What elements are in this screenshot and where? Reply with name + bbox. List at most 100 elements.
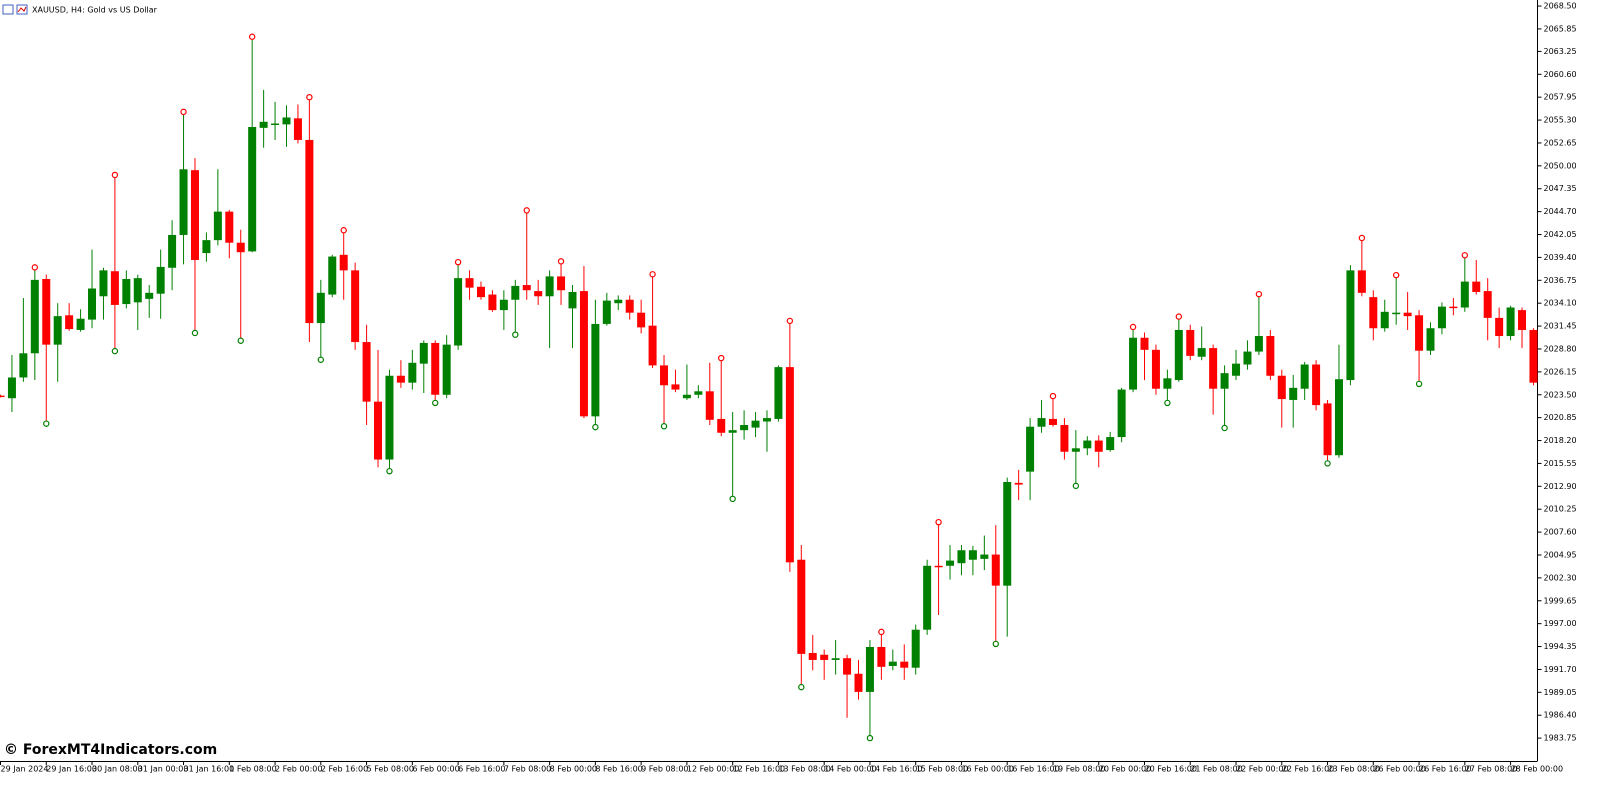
fractal-up [1255,290,1263,298]
candle-body [660,365,669,386]
candle-body [1151,349,1160,389]
fractal-up [1175,313,1183,320]
candle-body [1129,337,1138,390]
candle-body [1472,281,1481,292]
fractal-down [1415,380,1423,388]
candle-body [339,254,348,271]
icon [17,6,27,13]
x-tick-label: 26 Feb 00:00 [1373,765,1425,774]
fractal-down [1164,399,1171,407]
fractal-down [1221,424,1228,432]
candle-body [488,294,497,311]
candle-body [957,550,966,564]
candle-body [705,391,714,420]
fractal-down [43,420,50,427]
candle-body [694,391,703,395]
candle-body [1495,317,1504,337]
candle-body [865,646,874,692]
candle-body [1460,281,1469,308]
fractal-down [992,640,999,648]
candle-body [328,256,337,295]
candle-body [30,279,39,354]
candle-body [843,658,852,675]
y-tick-label: 2042.05 [1544,230,1577,239]
candle-body [1003,481,1012,586]
fractal-up [180,108,187,116]
x-tick-label: 16 Feb 16:00 [1007,765,1059,774]
candle-body [568,291,577,309]
candle-body [1026,426,1035,472]
chart-title: XAUUSD, H4: Gold vs US Dollar [32,6,158,15]
candle-body [785,367,794,563]
candle-body [522,285,531,291]
candle-body [1048,418,1057,425]
fractal-down [1072,482,1080,490]
x-tick-label: 23 Feb 08:00 [1328,765,1380,774]
candle-body [1197,348,1206,357]
x-tick-label: 22 Feb 00:00 [1236,765,1288,774]
fractal-up [31,264,39,271]
x-tick-label: 14 Feb 00:00 [824,765,876,774]
x-tick-label: 26 Feb 16:00 [1419,765,1471,774]
candle-body [1220,373,1229,389]
x-tick-label: 1 Feb 08:00 [229,765,276,774]
candle-body [968,550,977,560]
y-tick-label: 2050.00 [1544,161,1577,170]
x-tick-label: 15 Feb 08:00 [916,765,968,774]
candle-body [1312,364,1321,406]
y-tick-label: 1994.35 [1544,642,1577,651]
x-tick-label: 31 Jan 00:00 [138,765,189,774]
y-tick-label: 2031.45 [1544,322,1577,331]
fractal-up [1461,252,1469,259]
x-tick-label: 6 Feb 00:00 [412,765,459,774]
y-tick-label: 1983.75 [1544,734,1577,743]
candle-body [259,121,268,128]
candle-body [808,653,817,660]
candle-body [42,279,51,345]
candle-body [1117,389,1126,438]
y-tick-label: 1991.70 [1544,665,1577,674]
candle-body [637,312,646,328]
x-tick-label: 2 Feb 16:00 [321,765,368,774]
x-tick-label: 8 Feb 16:00 [595,765,642,774]
candle-body [156,266,165,294]
candle-body [1277,375,1286,400]
candle-body [225,211,234,243]
candle-body [1449,306,1458,309]
x-tick-label: 14 Feb 16:00 [870,765,922,774]
candle-body [202,240,211,254]
x-tick-label: 31 Jan 16:00 [184,765,235,774]
watermark: © ForexMT4Indicators.com [4,742,217,758]
candle-body [1392,312,1401,315]
fractal-up [1358,234,1366,242]
y-tick-label: 2010.25 [1544,505,1577,514]
y-tick-label: 2057.95 [1544,93,1577,102]
y-tick-label: 2015.55 [1544,459,1577,468]
candle-body [946,560,955,566]
candle-body [1426,328,1435,351]
candle-body [602,300,611,324]
candle-body [751,420,760,428]
candle-body [934,565,943,568]
candle-body [625,299,634,313]
candle-body [1083,440,1092,449]
y-tick-label: 2063.25 [1544,47,1577,56]
x-tick-label: 2 Feb 00:00 [275,765,322,774]
candle-body [980,554,989,559]
y-tick-label: 2036.75 [1544,276,1577,285]
fractal-down [866,734,874,742]
y-tick-label: 2047.35 [1544,184,1577,193]
candle-body [534,291,543,297]
candle-body [351,270,360,343]
candle-body [762,418,771,422]
candle-body [511,285,520,300]
candle-body [1334,379,1343,456]
fractal-down [432,399,439,407]
y-tick-label: 2068.50 [1544,2,1577,11]
fractal-up [878,628,885,636]
candle-body [1380,311,1389,329]
candle-body [1232,363,1241,376]
candle-body [1243,351,1252,365]
